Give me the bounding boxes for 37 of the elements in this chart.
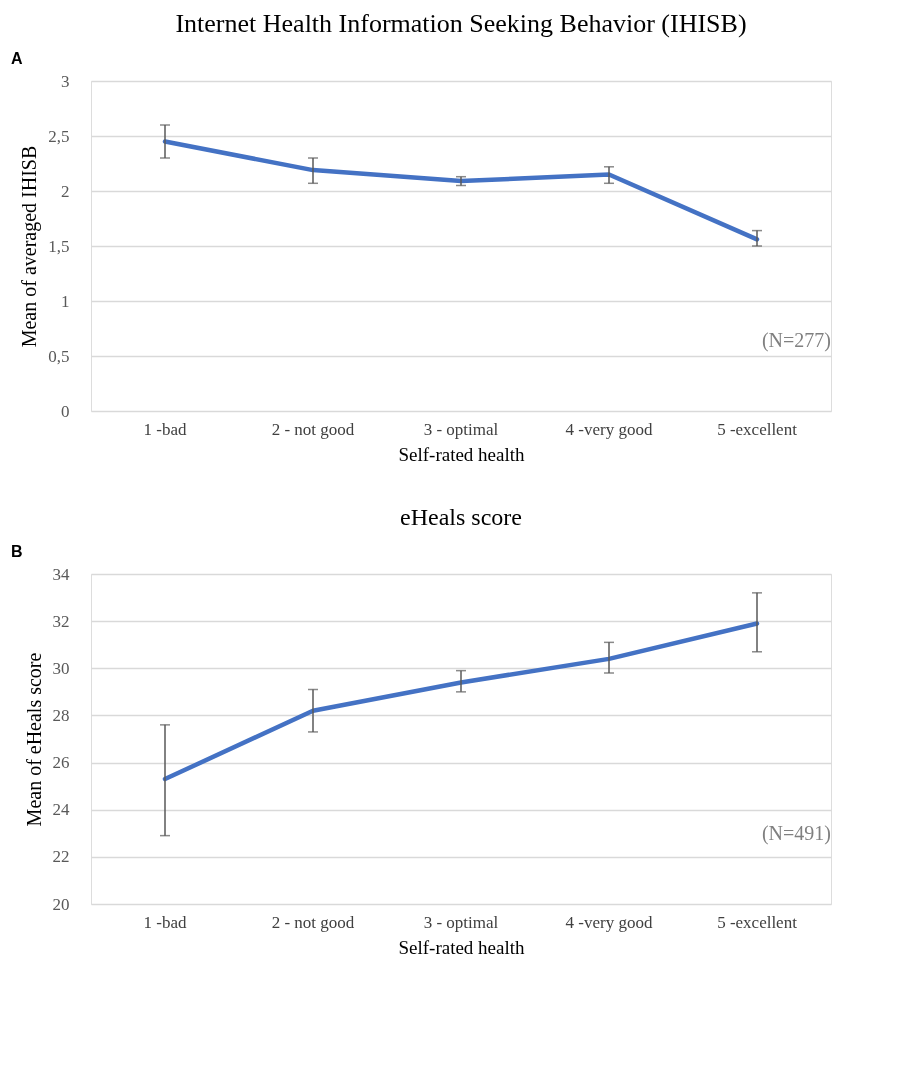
y-tick-label: 28: [52, 705, 70, 725]
line-series: [162, 139, 760, 242]
x-tick-label: 4 -very good: [565, 912, 653, 932]
y-tick-label: 24: [52, 800, 70, 820]
y-tick-label: 26: [52, 753, 70, 773]
x-axis-title: Self-rated health: [398, 443, 526, 465]
x-tick-label: 2 - not good: [271, 419, 355, 439]
text: B: [11, 543, 23, 560]
x-tick-label: 2 - not good: [271, 912, 355, 932]
x-tick-label: 5 -excellent: [717, 912, 798, 932]
y-tick-label: 1,5: [48, 236, 70, 256]
y-tick-label: 0: [61, 401, 70, 421]
y-tick-label: 32: [52, 611, 70, 631]
annotation: (N=277): [761, 329, 831, 352]
x-tick-label: 5 -excellent: [717, 419, 798, 439]
y-tick-label: 1: [61, 291, 70, 311]
x-tick-label: 3 - optimal: [423, 912, 499, 932]
y-axis-title: Mean of eHeals score: [22, 652, 45, 827]
y-tick-label: 20: [52, 894, 70, 914]
y-tick-label: 0,5: [48, 346, 70, 366]
annotation: (N=491): [761, 822, 831, 845]
x-tick-label: 3 - optimal: [423, 419, 499, 439]
x-tick-label: 1 -bad: [143, 419, 187, 439]
chart-title: eHeals score: [400, 504, 522, 530]
y-axis-title: Mean of averaged IHISB: [18, 145, 42, 348]
y-tick-label: 2: [61, 181, 70, 201]
line-series: [162, 621, 760, 782]
x-tick-label: 1 -bad: [143, 912, 187, 932]
y-tick-label: 2,5: [48, 126, 70, 146]
y-tick-label: 34: [52, 564, 70, 584]
x-axis-title: Self-rated health: [398, 936, 526, 958]
y-tick-label: 30: [52, 658, 70, 678]
x-tick-label: 4 -very good: [565, 419, 653, 439]
text: A: [11, 50, 23, 67]
y-tick-label: 3: [61, 71, 70, 91]
y-tick-label: 22: [52, 847, 70, 867]
chart-title: Internet Health Information Seeking Behavior (IHISB): [175, 9, 747, 38]
